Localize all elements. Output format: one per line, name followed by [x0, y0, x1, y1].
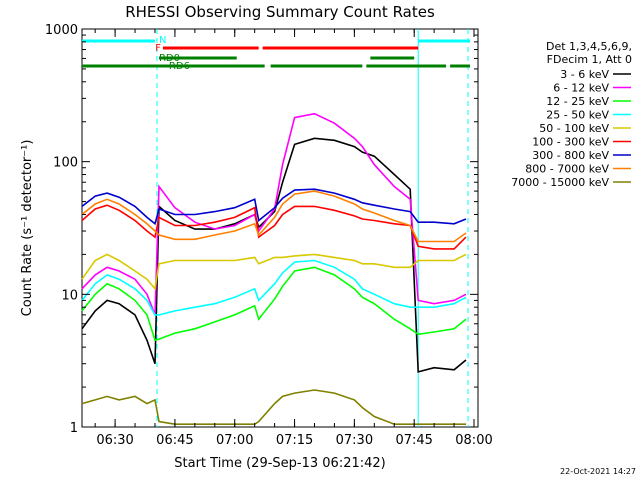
chart-title: RHESSI Observing Summary Count Rates	[125, 3, 435, 21]
series-line-5	[81, 253, 467, 291]
x-axis-label: Start Time (29-Sep-13 06:21:42)	[174, 456, 385, 471]
flag-label-RD6: RD6	[169, 61, 190, 72]
x-tick-label: 08:00	[455, 433, 492, 448]
series-line-3	[81, 266, 467, 342]
series-line-8	[81, 190, 467, 243]
x-axis: 06:30 06:45 07:00 07:15 07:30 07:45 08:00	[94, 29, 493, 448]
y-tick-label: 1	[70, 421, 78, 436]
y-tick-label: 10	[61, 288, 78, 303]
legend-entry-label: 6 - 12 keV	[553, 82, 609, 95]
legend-entry-label: 300 - 800 keV	[532, 149, 609, 162]
legend-entry-label: 3 - 6 keV	[560, 68, 609, 81]
x-tick-label: 07:15	[276, 433, 313, 448]
series-line-6	[81, 204, 467, 250]
y-axis-label: Count Rate (s⁻¹ detector⁻¹)	[20, 140, 35, 317]
plot-frame	[81, 28, 479, 428]
legend-entry-label: 100 - 300 keV	[532, 136, 609, 149]
legend-header-line-2: FDecim 1, Att 0	[547, 53, 632, 66]
legend-entry-label: 25 - 50 keV	[546, 109, 609, 122]
y-axis: 1 10 100 1000	[45, 23, 478, 436]
legend-header-line-1: Det 1,3,4,5,6,9,	[546, 40, 632, 53]
series-line-1	[81, 137, 467, 373]
x-tick-label: 07:00	[216, 433, 253, 448]
flag-label-N: N	[159, 35, 166, 46]
legend-entry-label: 50 - 100 keV	[539, 122, 609, 135]
x-tick-label: 06:30	[96, 433, 133, 448]
legend-entry-label: 12 - 25 keV	[546, 95, 609, 108]
x-tick-label: 06:45	[156, 433, 193, 448]
legend: Det 1,3,4,5,6,9, FDecim 1, Att 0 3 - 6 k…	[511, 40, 632, 189]
series-line-4	[81, 259, 467, 316]
x-tick-label: 07:30	[336, 433, 373, 448]
series-line-9	[81, 389, 466, 426]
flag-label-RD0: RD0	[159, 53, 180, 64]
series-lines	[81, 112, 467, 426]
series-line-2	[81, 112, 467, 316]
legend-entry-label: 7000 - 15000 keV	[511, 176, 609, 189]
vertical-markers	[156, 29, 469, 427]
generation-timestamp: 22-Oct-2021 14:27	[560, 467, 636, 476]
flag-label-F: F	[155, 43, 161, 54]
y-tick-label: 100	[53, 156, 78, 171]
x-tick-label: 07:45	[395, 433, 432, 448]
legend-entry-label: 800 - 7000 keV	[525, 163, 609, 176]
y-tick-label: 1000	[45, 23, 78, 38]
series-line-7	[81, 188, 467, 226]
